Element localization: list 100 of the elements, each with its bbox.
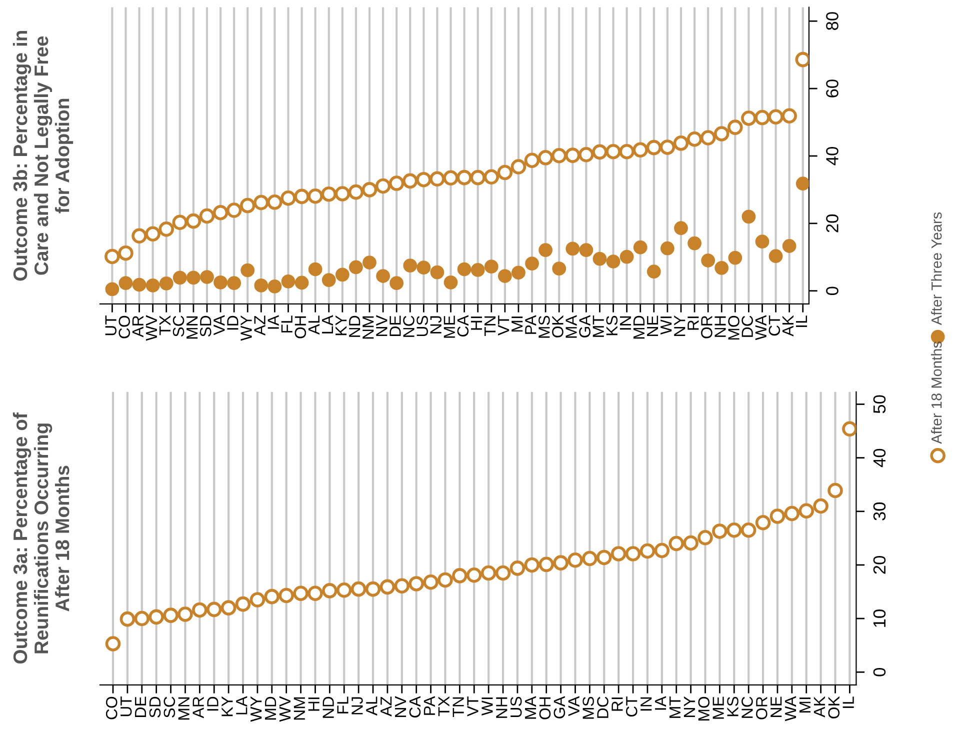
x-tick-label: IN xyxy=(640,697,652,711)
x-tick-label: OR xyxy=(756,696,768,720)
point xyxy=(408,576,424,592)
x-tick-label: OH xyxy=(294,316,306,338)
point xyxy=(430,171,445,187)
point xyxy=(728,120,743,135)
point xyxy=(525,256,539,270)
x-tick-label: DE xyxy=(135,696,146,717)
point xyxy=(438,572,453,588)
x-tick-label: WI xyxy=(482,698,493,716)
x-tick-label: SD xyxy=(149,696,161,718)
point xyxy=(596,550,612,566)
text: Outcome 3a: Percentage of Reunifications Occurring After 18 Months xyxy=(12,412,70,664)
point xyxy=(620,250,634,264)
x-tick-label: AK xyxy=(782,315,794,336)
x-tick-label: LA xyxy=(236,696,248,714)
point xyxy=(668,536,684,552)
point xyxy=(402,173,418,189)
x-tick-label: NE xyxy=(647,316,658,336)
x-tick-label: RI xyxy=(688,316,699,330)
x-tick-label: NM xyxy=(362,316,374,339)
x-tick-label: WY xyxy=(240,315,252,341)
point xyxy=(199,208,215,224)
point xyxy=(673,136,689,151)
point xyxy=(646,264,661,279)
point xyxy=(828,482,843,498)
x-tick-label: NE xyxy=(770,696,782,717)
point xyxy=(592,144,608,160)
point xyxy=(443,170,458,186)
point xyxy=(632,142,648,158)
point xyxy=(267,194,282,210)
point xyxy=(552,262,566,276)
point xyxy=(240,263,255,278)
point xyxy=(322,583,338,598)
point xyxy=(159,276,174,290)
x-tick-label: NY xyxy=(674,315,686,336)
x-tick-label: MT xyxy=(592,315,604,337)
point xyxy=(768,109,784,125)
x-tick-label: ND xyxy=(322,696,334,718)
point xyxy=(158,222,174,237)
x-tick-label: GA xyxy=(554,696,566,718)
x-tick-label: WI xyxy=(660,316,672,335)
y-tick-label: 40 xyxy=(826,147,838,166)
point xyxy=(782,108,797,124)
point xyxy=(293,586,308,601)
point xyxy=(268,280,282,294)
point xyxy=(350,581,366,597)
y-tick-label: 80 xyxy=(826,12,838,30)
x-tick-label: MN xyxy=(178,697,190,720)
y-tick-label: 50 xyxy=(873,395,886,414)
point xyxy=(376,269,390,283)
x-tick-label: CT xyxy=(768,315,780,336)
point xyxy=(683,535,698,551)
point xyxy=(362,182,378,198)
point xyxy=(688,236,702,250)
point xyxy=(235,596,251,612)
point xyxy=(388,176,404,191)
x-tick-label: VA xyxy=(568,696,580,716)
x-tick-label: AZ xyxy=(380,696,392,716)
point xyxy=(118,245,134,261)
x-tick-label: NH xyxy=(496,697,508,718)
point xyxy=(674,221,688,236)
x-tick-label: ID xyxy=(207,696,218,711)
point xyxy=(227,276,242,290)
x-tick-label: TX xyxy=(438,696,450,716)
point xyxy=(348,184,364,200)
text: After Three Years xyxy=(931,212,942,326)
x-tick-label: MN xyxy=(186,316,198,339)
x-tick-label: UT xyxy=(120,696,132,716)
x-tick-label: NM xyxy=(294,697,305,720)
point xyxy=(178,606,193,622)
point xyxy=(582,550,598,566)
point xyxy=(510,560,526,576)
x-tick-label: DE xyxy=(390,316,401,336)
x-tick-label: FL xyxy=(281,316,292,332)
point xyxy=(254,194,269,210)
x-tick-label: KY xyxy=(336,315,347,336)
x-tick-label: OR xyxy=(701,316,712,338)
x-tick-label: TN xyxy=(452,697,464,718)
point xyxy=(742,210,756,224)
point xyxy=(728,250,742,265)
y-tick-label: 20 xyxy=(826,214,838,232)
y-tick-label: 40 xyxy=(873,448,886,468)
point xyxy=(480,565,496,581)
point xyxy=(606,254,620,268)
point xyxy=(660,241,674,256)
point xyxy=(466,568,482,583)
point xyxy=(416,260,431,275)
x-tick-label: UT xyxy=(105,315,116,336)
point xyxy=(349,260,363,274)
point xyxy=(592,252,607,266)
point xyxy=(186,270,200,285)
x-tick-label: MI xyxy=(512,316,523,332)
point xyxy=(214,275,228,290)
y-tick-label: 10 xyxy=(873,610,886,627)
x-tick-label: NV xyxy=(376,315,388,336)
x-tick-label: CA xyxy=(409,696,421,718)
x-tick-label: SD xyxy=(200,316,212,337)
x-tick-label: TN xyxy=(484,316,496,336)
point xyxy=(497,164,513,180)
